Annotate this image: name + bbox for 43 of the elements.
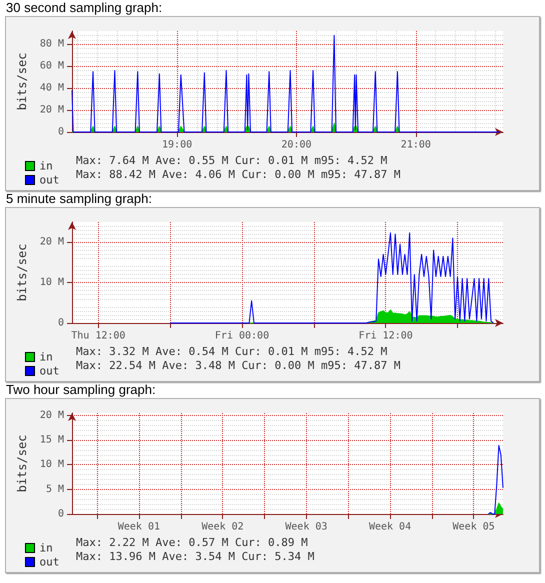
x-tick-label: Fri 12:00 bbox=[358, 330, 413, 342]
y-tick-label: 0 bbox=[58, 318, 64, 328]
y-axis-title: bits/sec bbox=[15, 434, 29, 492]
y-tick-label: 20 M bbox=[40, 236, 64, 248]
text: Max: 88.42 M Ave: 4.06 M Cur: 0.00 M m95: 47.87 M bbox=[76, 168, 401, 181]
chart-title: Two hour sampling graph: bbox=[5, 382, 157, 398]
y-tick-label: 0 bbox=[58, 508, 64, 520]
x-tick-label: 20:00 bbox=[281, 140, 312, 150]
y-tick-label: 40 M bbox=[40, 82, 64, 94]
y-tick-label: 20 M bbox=[40, 104, 64, 116]
legend-label: in bbox=[40, 350, 53, 364]
text: Max: 22.54 M Ave: 3.48 M Cur: 0.00 M m95: 47.87 M bbox=[76, 359, 401, 372]
y-tick-label: 15 M bbox=[40, 434, 64, 446]
x-tick-label: 19:00 bbox=[162, 140, 192, 150]
y-tick-label: 0 bbox=[58, 126, 64, 138]
x-tick-label: Week 04 bbox=[368, 522, 412, 532]
y-axis-title: bits/sec bbox=[15, 52, 29, 110]
y-tick-label: 80 M bbox=[40, 38, 64, 50]
text: Max: 13.96 M Ave: 3.54 M Cur: 5.34 M bbox=[76, 550, 315, 563]
x-tick-label: Week 01 bbox=[118, 522, 160, 532]
y-axis-title: bits/sec bbox=[15, 244, 29, 302]
text: Max: 3.32 M Ave: 0.54 M Cur: 0.01 M m95: 4.52 M bbox=[76, 345, 388, 358]
y-tick-label: 10 M bbox=[40, 277, 64, 288]
legend-label: in bbox=[40, 160, 53, 172]
x-tick-label: Week 05 bbox=[452, 522, 495, 532]
legend-label: in bbox=[40, 542, 53, 554]
x-tick-label: 21:00 bbox=[400, 140, 431, 150]
y-tick-label: 5 M bbox=[46, 484, 64, 495]
x-tick-label: Week 03 bbox=[285, 522, 328, 532]
y-tick-label: 20 M bbox=[40, 410, 64, 421]
x-tick-label: Week 02 bbox=[202, 522, 244, 532]
chart-title: 5 minute sampling graph: bbox=[5, 191, 153, 207]
x-tick-label: Fri 00:00 bbox=[214, 330, 270, 342]
y-tick-label: 10 M bbox=[40, 459, 64, 470]
legend-label: out bbox=[40, 556, 60, 568]
text: Max: 7.64 M Ave: 0.55 M Cur: 0.01 M m95: 4.52 M bbox=[76, 154, 388, 167]
text: Max: 2.22 M Ave: 0.57 M Cur: 0.89 M bbox=[76, 536, 308, 549]
legend-label: out bbox=[40, 364, 60, 378]
y-tick-label: 60 M bbox=[40, 60, 64, 72]
legend-label: out bbox=[40, 174, 60, 186]
line-series bbox=[170, 232, 494, 324]
x-tick-label: Thu 12:00 bbox=[71, 330, 126, 342]
chart-title: 30 second sampling graph: bbox=[5, 0, 164, 16]
